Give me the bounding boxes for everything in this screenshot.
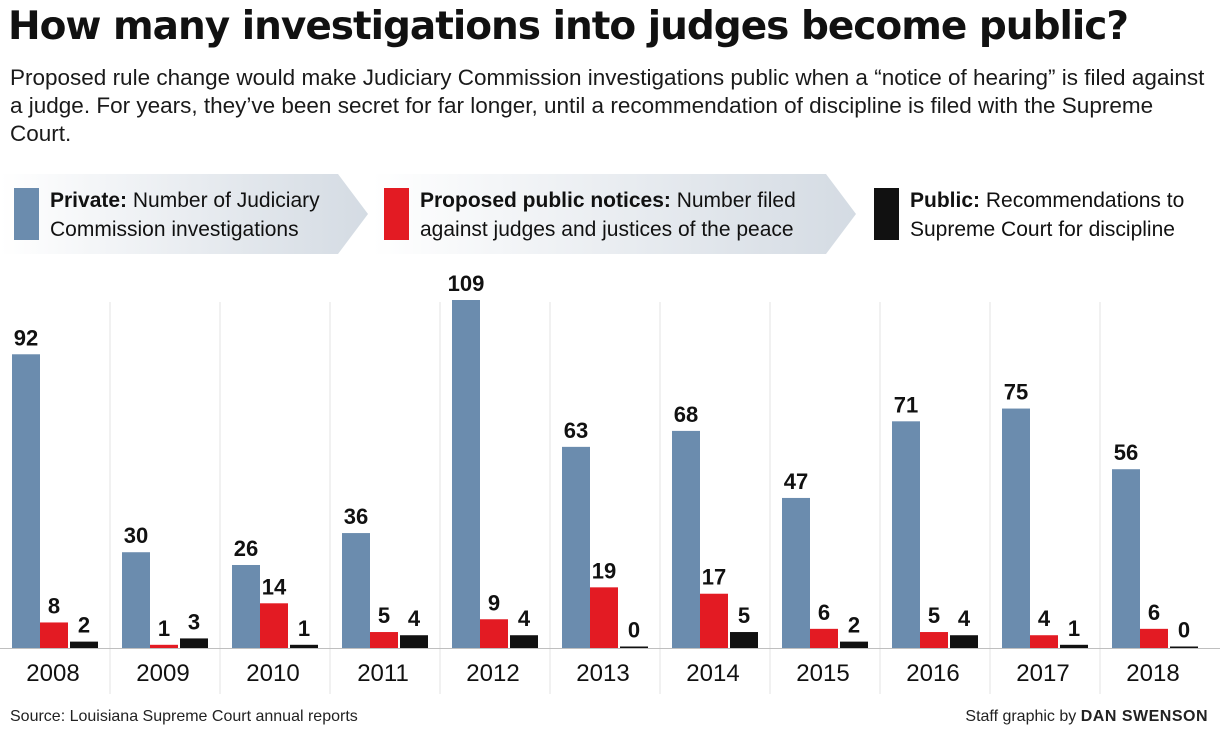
legend-swatch-public — [874, 188, 899, 240]
bar-proposed-2014 — [700, 593, 728, 648]
bar-public-2015 — [840, 641, 868, 648]
data-label-private-2013: 63 — [564, 418, 588, 443]
legend-swatch-proposed — [384, 188, 409, 240]
data-label-private-2009: 30 — [124, 523, 148, 548]
data-label-private-2008: 92 — [14, 325, 38, 350]
bar-proposed-2012 — [480, 619, 508, 648]
bar-private-2014 — [672, 430, 700, 648]
bar-public-2016 — [950, 635, 978, 648]
bar-private-2011 — [342, 533, 370, 648]
data-label-public-2009: 3 — [188, 609, 200, 634]
bar-private-2018 — [1112, 469, 1140, 648]
data-label-proposed-2012: 9 — [488, 590, 500, 615]
legend: Private: Number of Judiciary Commission … — [0, 174, 1220, 254]
bar-public-2018 — [1170, 646, 1198, 648]
data-label-private-2016: 71 — [894, 392, 918, 417]
bar-private-2015 — [782, 497, 810, 648]
legend-swatch-private — [14, 188, 39, 240]
data-label-public-2014: 5 — [738, 603, 750, 628]
data-label-public-2017: 1 — [1068, 616, 1080, 641]
data-label-proposed-2015: 6 — [818, 600, 830, 625]
data-label-proposed-2014: 17 — [702, 565, 726, 590]
data-label-proposed-2018: 6 — [1148, 600, 1160, 625]
chart-subtitle: Proposed rule change would make Judiciar… — [10, 65, 1205, 146]
data-label-proposed-2013: 19 — [592, 558, 616, 583]
bar-proposed-2013 — [590, 587, 618, 648]
data-label-proposed-2011: 5 — [378, 603, 390, 628]
x-tick-label-2018: 2018 — [1126, 660, 1179, 687]
staff-credit: Staff graphic by DAN SWENSON — [965, 708, 1208, 725]
bar-private-2008 — [12, 354, 40, 648]
x-tick-label-2013: 2013 — [576, 660, 629, 687]
bar-private-2010 — [232, 564, 260, 648]
bar-public-2008 — [70, 641, 98, 648]
bar-public-2013 — [620, 646, 648, 648]
x-tick-label-2012: 2012 — [466, 660, 519, 687]
bar-public-2010 — [290, 644, 318, 648]
bar-proposed-2016 — [920, 632, 948, 648]
x-tick-label-2015: 2015 — [796, 660, 849, 687]
data-label-proposed-2016: 5 — [928, 603, 940, 628]
data-label-public-2012: 4 — [518, 606, 531, 631]
legend-arrow-1 — [0, 174, 368, 254]
legend-label-private: Private: Number of Judiciary Commission … — [50, 189, 320, 241]
bar-private-2012 — [452, 300, 480, 648]
data-label-private-2014: 68 — [674, 402, 698, 427]
bar-proposed-2008 — [40, 622, 68, 648]
chart-title: How many investigations into judges beco… — [8, 4, 1129, 49]
bar-proposed-2015 — [810, 628, 838, 648]
bar-private-2017 — [1002, 408, 1030, 648]
bar-proposed-2018 — [1140, 628, 1168, 648]
bar-private-2013 — [562, 446, 590, 648]
bar-private-2016 — [892, 421, 920, 648]
data-label-public-2013: 0 — [628, 618, 640, 643]
bar-proposed-2010 — [260, 603, 288, 648]
legend-label-proposed: Proposed public notices: Number filed ag… — [420, 189, 796, 241]
data-label-proposed-2010: 14 — [262, 574, 287, 599]
bar-private-2009 — [122, 552, 150, 648]
x-tick-label-2017: 2017 — [1016, 660, 1069, 687]
data-label-public-2018: 0 — [1178, 618, 1190, 643]
data-label-public-2010: 1 — [298, 616, 310, 641]
x-tick-label-2011: 2011 — [357, 660, 409, 687]
bar-proposed-2017 — [1030, 635, 1058, 648]
x-tick-label-2014: 2014 — [686, 660, 739, 687]
bar-public-2014 — [730, 632, 758, 648]
legend-label-public: Public: Recommendations to Supreme Court… — [910, 189, 1185, 241]
data-label-private-2018: 56 — [1114, 440, 1138, 465]
legend-arrow-2 — [372, 174, 856, 254]
bar-public-2017 — [1060, 644, 1088, 648]
x-tick-label-2016: 2016 — [906, 660, 959, 687]
x-tick-label-2008: 2008 — [26, 660, 79, 687]
data-label-proposed-2009: 1 — [158, 616, 170, 641]
x-tick-label-2009: 2009 — [136, 660, 189, 687]
data-label-public-2008: 2 — [78, 613, 90, 638]
bar-proposed-2011 — [370, 632, 398, 648]
data-label-proposed-2008: 8 — [48, 593, 60, 618]
data-label-proposed-2017: 4 — [1038, 606, 1051, 631]
data-label-public-2015: 2 — [848, 613, 860, 638]
data-label-private-2012: 109 — [448, 271, 485, 296]
data-label-private-2011: 36 — [344, 504, 368, 529]
bar-public-2012 — [510, 635, 538, 648]
data-label-private-2015: 47 — [784, 469, 808, 494]
source-note: Source: Louisiana Supreme Court annual r… — [10, 708, 358, 725]
data-label-public-2011: 4 — [408, 606, 421, 631]
data-label-private-2017: 75 — [1004, 380, 1028, 405]
legend-arrow-band — [0, 174, 856, 254]
x-tick-label-2010: 2010 — [246, 660, 299, 687]
bar-public-2011 — [400, 635, 428, 648]
data-label-private-2010: 26 — [234, 536, 258, 561]
data-label-public-2016: 4 — [958, 606, 971, 631]
bar-proposed-2009 — [150, 644, 178, 648]
bar-public-2009 — [180, 638, 208, 648]
